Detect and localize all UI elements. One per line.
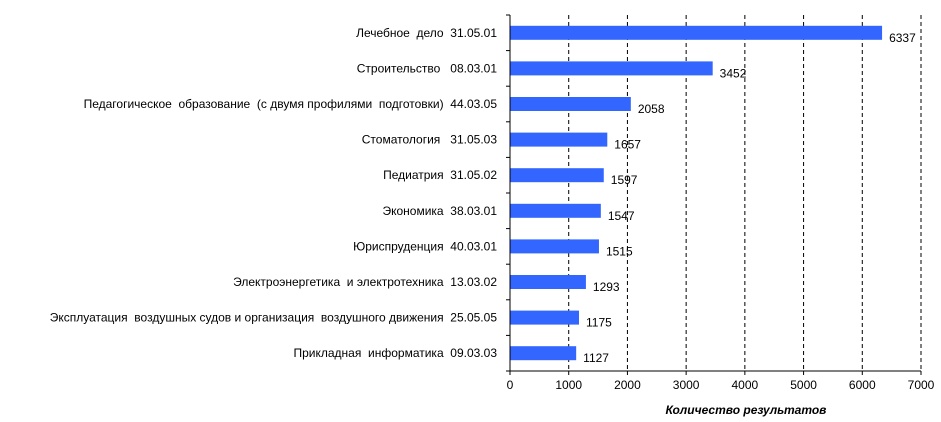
bar (510, 203, 601, 218)
x-tick-label: 4000 (732, 378, 759, 392)
bar (510, 168, 604, 183)
category-label: Юриспруденция 40.03.01 (353, 239, 497, 253)
x-tick-label: 0 (507, 378, 514, 392)
value-labels: 6337 3452 2058 1657 1597 1547 1515 1293 1175 1127 (583, 31, 916, 365)
bar (510, 25, 883, 40)
value-label: 1127 (583, 351, 609, 365)
value-label: 2058 (638, 102, 665, 116)
value-label: 1515 (606, 244, 633, 258)
bar (510, 239, 599, 254)
category-label: Строительство 08.03.01 (357, 61, 498, 75)
value-label: 6337 (889, 31, 916, 45)
category-label: Эксплуатация воздушных судов и организац… (50, 311, 498, 325)
value-label: 1597 (611, 173, 638, 187)
bar (510, 61, 713, 76)
value-label: 1293 (593, 280, 620, 294)
x-tick-label: 7000 (908, 378, 935, 392)
category-label: Лечебное дело 31.05.01 (356, 26, 497, 40)
bar (510, 132, 608, 147)
category-label: Стоматология 31.05.03 (362, 133, 498, 147)
category-label: Педагогическое образование (с двумя проф… (84, 97, 498, 111)
value-label: 1547 (608, 209, 635, 223)
category-label: Педиатрия 31.05.02 (383, 168, 497, 182)
bar (510, 97, 631, 111)
x-tick-label: 5000 (790, 378, 817, 392)
bar (510, 275, 586, 289)
x-tick-label: 2000 (614, 378, 641, 392)
x-tick-label: 3000 (673, 378, 700, 392)
x-tick-label: 6000 (849, 378, 876, 392)
category-label: Экономика 38.03.01 (382, 204, 497, 218)
x-axis: 0 1000 2000 3000 4000 5000 6000 7000 (506, 14, 935, 392)
x-tick-label: 1000 (555, 378, 582, 392)
value-label: 3452 (720, 66, 747, 80)
bar (510, 346, 577, 361)
category-label: Электроэнергетика и электротехника 13.03… (233, 275, 497, 289)
bars (510, 25, 883, 361)
category-label: Прикладная информатика 09.03.03 (293, 346, 497, 360)
bar (510, 310, 579, 325)
category-labels: Лечебное дело 31.05.01 Строительство 08.0… (50, 26, 498, 360)
value-label: 1175 (586, 316, 612, 330)
x-axis-title: Количество результатов (666, 403, 827, 417)
value-label: 1657 (614, 138, 641, 152)
